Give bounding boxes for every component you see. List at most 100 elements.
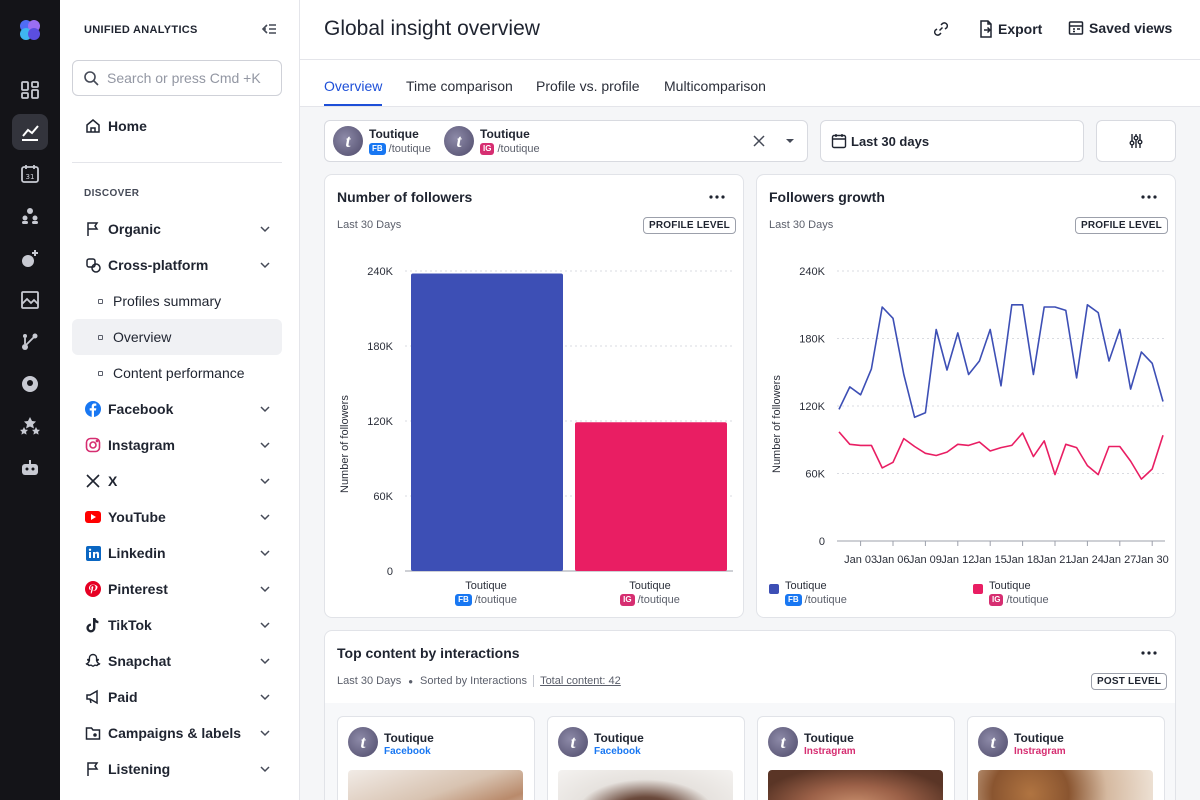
page-title: Global insight overview — [324, 17, 540, 40]
nav-facebook-label: Facebook — [108, 401, 174, 417]
dashboard-icon[interactable] — [12, 72, 48, 108]
profile-selector[interactable]: t Toutique FB/toutique t Toutique IG/tou… — [324, 120, 808, 162]
post-card[interactable]: t Toutique Facebook — [337, 716, 535, 800]
nav-youtube[interactable]: YouTube — [72, 499, 282, 535]
svg-text:31: 31 — [26, 173, 35, 181]
nav-listening[interactable]: Listening — [72, 751, 282, 787]
nav-x[interactable]: X — [72, 463, 282, 499]
nav-x-label: X — [108, 473, 118, 489]
calendar-icon — [831, 134, 847, 149]
x-category-handle: /toutique — [637, 594, 680, 606]
y-tick-label: 60K — [373, 491, 393, 503]
network-badge: FB — [785, 594, 802, 606]
copy-link-button[interactable] — [932, 20, 950, 38]
meta-separator: ● — [408, 676, 414, 686]
selected-profile-chip: t Toutique IG/toutique — [444, 126, 540, 156]
analytics-icon[interactable] — [12, 114, 48, 150]
x-tick-label: Jan 18 — [1006, 554, 1039, 566]
network-badge: FB — [369, 143, 386, 155]
nav-organic[interactable]: Organic — [72, 211, 282, 247]
network-badge: FB — [455, 594, 472, 606]
y-tick-label: 180K — [367, 341, 393, 353]
nav-instagram-label: Instagram — [108, 437, 175, 453]
filter-settings-button[interactable] — [1096, 120, 1176, 162]
post-card[interactable]: t Toutique Instragram — [757, 716, 955, 800]
nav-pinterest[interactable]: Pinterest — [72, 571, 282, 607]
nav-linkedin-label: Linkedin — [108, 545, 166, 561]
chevron-down-icon[interactable] — [258, 690, 272, 704]
chevron-down-icon[interactable] — [258, 726, 272, 740]
more-options-icon[interactable] — [1141, 195, 1157, 199]
profile-handle: /toutique — [497, 143, 540, 155]
chevron-down-icon[interactable] — [258, 258, 272, 272]
nav-profiles-summary[interactable]: Profiles summary — [72, 283, 282, 319]
bot-icon[interactable] — [12, 450, 48, 486]
tab-profile-vs-profile[interactable]: Profile vs. profile — [536, 78, 640, 94]
dropdown-caret-icon[interactable] — [785, 138, 795, 144]
media-icon[interactable] — [12, 282, 48, 318]
nav-facebook[interactable]: Facebook — [72, 391, 282, 427]
flag-icon — [84, 760, 102, 778]
legend-item[interactable]: Toutique IG/toutique — [973, 580, 1049, 606]
app-logo-icon[interactable] — [12, 12, 48, 48]
network-badge: IG — [989, 594, 1004, 606]
post-platform: Facebook — [384, 746, 431, 757]
chevron-down-icon[interactable] — [258, 474, 272, 488]
chevron-down-icon[interactable] — [258, 402, 272, 416]
tab-multicomparison[interactable]: Multicomparison — [664, 78, 766, 94]
post-card[interactable]: t Toutique Facebook — [547, 716, 745, 800]
legend-handle: /toutique — [1006, 594, 1049, 606]
export-button[interactable]: Export — [978, 20, 1042, 38]
tab-overview[interactable]: Overview — [324, 78, 383, 94]
chevron-down-icon[interactable] — [258, 582, 272, 596]
y-tick-label: 60K — [805, 469, 825, 481]
nav-paid[interactable]: Paid — [72, 679, 282, 715]
audience-icon[interactable] — [12, 198, 48, 234]
nav-overview[interactable]: Overview — [72, 319, 282, 355]
date-range-picker[interactable]: Last 30 days — [820, 120, 1084, 162]
tab-time-comparison[interactable]: Time comparison — [406, 78, 513, 94]
post-author: Toutique — [384, 731, 434, 745]
chevron-down-icon[interactable] — [258, 546, 272, 560]
chevron-down-icon[interactable] — [258, 654, 272, 668]
nav-snapchat[interactable]: Snapchat — [72, 643, 282, 679]
post-author: Toutique — [1014, 731, 1064, 745]
legend-name: Toutique — [989, 580, 1031, 592]
post-card[interactable]: t Toutique Instragram — [967, 716, 1165, 800]
workflow-icon[interactable] — [12, 324, 48, 360]
search-box[interactable] — [72, 60, 282, 96]
bullet-icon — [98, 334, 103, 340]
reviews-icon[interactable] — [12, 408, 48, 444]
profile-name: Toutique — [480, 127, 530, 141]
chevron-down-icon[interactable] — [258, 438, 272, 452]
chevron-down-icon[interactable] — [258, 222, 272, 236]
profile-avatar: t — [978, 727, 1008, 757]
nav-tiktok[interactable]: TikTok — [72, 607, 282, 643]
legend-item[interactable]: Toutique FB/toutique — [769, 580, 847, 606]
calendar-icon[interactable]: 31 — [12, 156, 48, 192]
post-thumbnail — [558, 770, 733, 800]
chevron-down-icon[interactable] — [258, 510, 272, 524]
more-options-icon[interactable] — [709, 195, 725, 199]
profile-avatar: t — [444, 126, 474, 156]
card-period: Last 30 Days — [337, 675, 402, 687]
more-options-icon[interactable] — [1141, 651, 1157, 655]
nav-instagram[interactable]: Instagram — [72, 427, 282, 463]
campaign-add-icon[interactable] — [12, 240, 48, 276]
x-tick-label: Jan 09 — [909, 554, 942, 566]
total-content-link[interactable]: Total content: 42 — [540, 675, 621, 687]
saved-views-button[interactable]: Saved views — [1068, 20, 1172, 36]
nav-home[interactable]: Home — [72, 108, 282, 144]
nav-cross-platform[interactable]: Cross-platform — [72, 247, 282, 283]
chevron-down-icon[interactable] — [258, 618, 272, 632]
collapse-sidebar-icon[interactable] — [260, 20, 280, 40]
nav-campaigns[interactable]: Campaigns & labels — [72, 715, 282, 751]
search-input[interactable] — [107, 70, 277, 86]
nav-linkedin[interactable]: Linkedin — [72, 535, 282, 571]
clear-selection-icon[interactable] — [753, 135, 765, 147]
listening-icon[interactable] — [12, 366, 48, 402]
nav-listening-label: Listening — [108, 761, 171, 777]
nav-content-performance[interactable]: Content performance — [72, 355, 282, 391]
chevron-down-icon[interactable] — [258, 762, 272, 776]
nav-paid-label: Paid — [108, 689, 138, 705]
